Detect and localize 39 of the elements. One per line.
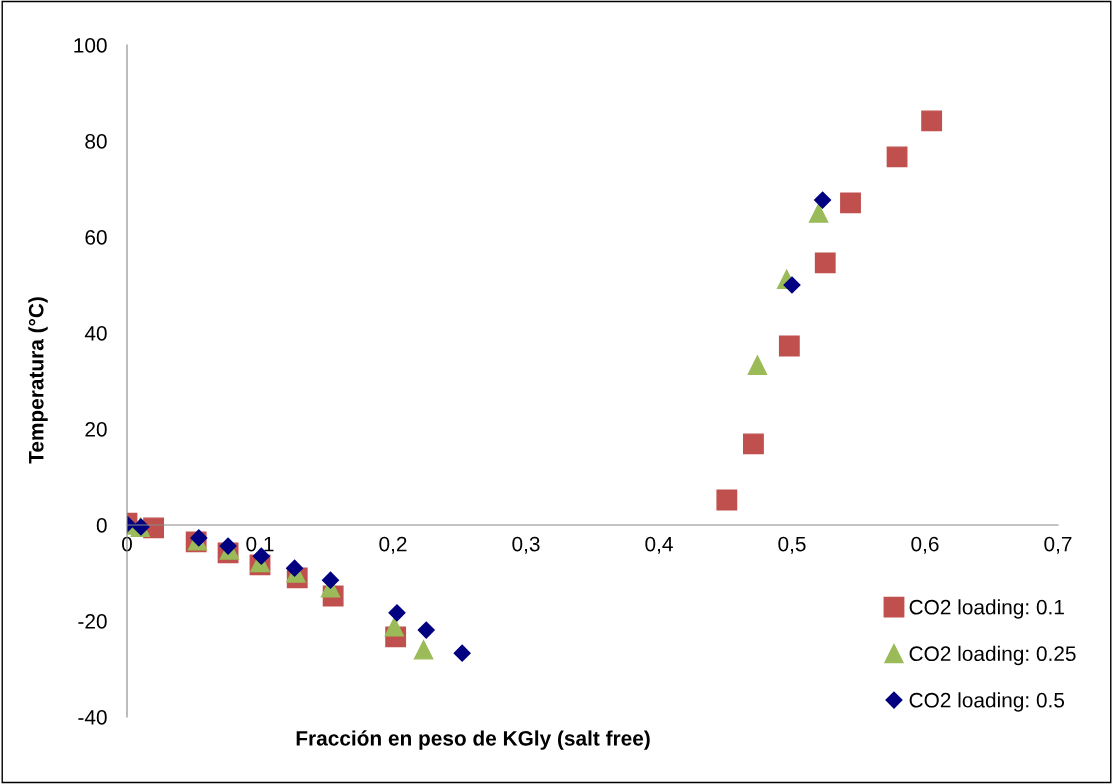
point: [886, 146, 908, 168]
point: [808, 203, 829, 223]
x-tick-label: 0: [122, 536, 132, 552]
x-tick-label: 0,2: [379, 536, 407, 554]
point: [388, 604, 406, 622]
point: [747, 355, 768, 375]
y-tick-label: 0: [96, 518, 107, 533]
y-tick-label: 20: [85, 422, 107, 437]
y-axis-title: Temperatura (°C): [28, 297, 48, 464]
point: [840, 192, 861, 214]
x-tick-label: 0,7: [1044, 536, 1072, 554]
x-tick-label: 0,6: [911, 536, 939, 554]
point: [286, 559, 304, 577]
x-tick-label: 0,3: [512, 536, 540, 554]
point: [778, 335, 800, 357]
point: [743, 433, 764, 455]
point: [716, 489, 738, 511]
point: [453, 644, 471, 662]
point: [321, 571, 340, 589]
legend-label: CO2 loading: 0.1: [909, 599, 1064, 619]
point: [219, 537, 237, 555]
x-axis-title: Fracción en peso de KGly (salt free): [296, 730, 650, 750]
point: [413, 640, 434, 660]
x-tick-label: 0,4: [645, 536, 673, 554]
y-tick-label: 60: [85, 230, 107, 245]
point: [384, 617, 405, 637]
y-tick-label: 80: [85, 134, 107, 149]
point: [921, 110, 943, 132]
y-tick-label: -40: [78, 710, 107, 725]
y-tick-label: 100: [74, 38, 107, 53]
legend-label: CO2 loading: 0.5: [909, 692, 1065, 712]
x-tick-label: 0,5: [778, 536, 806, 554]
legend-label: CO2 loading: 0.25: [909, 645, 1076, 666]
point: [783, 276, 801, 294]
y-tick-label: 40: [84, 326, 107, 341]
point: [417, 621, 435, 639]
point: [814, 252, 836, 274]
y-tick-label: -20: [78, 614, 107, 629]
point: [814, 191, 832, 209]
